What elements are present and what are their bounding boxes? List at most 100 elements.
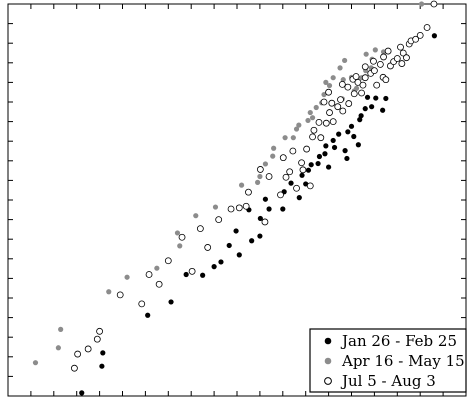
scatter-point-series-2-67 <box>279 154 287 162</box>
scatter-point-series-2-56 <box>416 31 424 39</box>
scatter-point-series-2-29 <box>339 107 347 115</box>
scatter-point-series-0-26 <box>315 160 321 167</box>
scatter-point-series-2-58 <box>430 0 438 8</box>
scatter-point-series-2-41 <box>376 60 384 68</box>
scatter-point-series-0-30 <box>323 143 329 149</box>
scatter-point-series-1-28 <box>330 75 336 81</box>
legend-box <box>309 328 467 393</box>
legend-label-jan26-feb25: Jan 26 - Feb 25 <box>340 332 457 350</box>
scatter-point-series-2-39 <box>373 81 381 89</box>
scatter-point-series-2-70 <box>245 188 252 196</box>
scatter-point-series-2-62 <box>338 80 346 88</box>
scatter-point-series-2-31 <box>345 100 353 107</box>
scatter-point-series-1-18 <box>293 126 300 132</box>
scatter-point-series-0-39 <box>358 113 364 119</box>
scatter-point-series-1-4 <box>124 274 130 280</box>
scatter-point-series-0-0 <box>79 390 85 396</box>
scatter-point-series-0-46 <box>373 95 379 101</box>
legend-label-jul5-aug3: Jul 5 - Aug 3 <box>340 372 436 390</box>
scatter-point-series-2-69 <box>256 166 264 173</box>
scatter-point-series-2-4 <box>155 280 163 288</box>
scatter-point-series-0-28 <box>322 151 328 157</box>
scatter-point-series-1-11 <box>255 179 261 185</box>
scatter-point-series-2-66 <box>289 147 297 155</box>
scatter-point-series-2-75 <box>116 291 124 299</box>
scatter-point-series-2-64 <box>325 88 333 96</box>
scatter-point-series-2-3 <box>138 300 146 308</box>
legend-marker-jan26-feb25 <box>324 337 332 345</box>
scatter-point-series-0-29 <box>326 164 332 170</box>
scatter-point-series-0-11 <box>233 228 239 234</box>
scatter-point-series-1-2 <box>58 326 64 332</box>
legend: Jan 26 - Feb 25 Apr 16 - May 15 Jul 5 - … <box>309 328 467 393</box>
scatter-point-series-1-5 <box>154 265 160 271</box>
scatter-point-series-0-37 <box>348 123 355 129</box>
scatter-point-series-2-9 <box>235 204 243 212</box>
scatter-point-series-1-13 <box>262 161 268 167</box>
scatter-point-series-2-15 <box>293 184 300 192</box>
scatter-point-series-1-7 <box>174 230 181 236</box>
scatter-point-series-2-13 <box>282 173 290 181</box>
scatter-point-series-1-6 <box>177 243 183 249</box>
scatter-point-series-2-52 <box>380 53 387 61</box>
scatter-point-series-0-24 <box>305 167 312 173</box>
scatter-point-series-0-34 <box>342 148 348 154</box>
scatter-point-series-2-43 <box>382 76 390 84</box>
scatter-point-series-0-8 <box>218 259 224 265</box>
scatter-point-series-1-34 <box>353 85 360 91</box>
scatter-point-series-1-43 <box>418 1 425 7</box>
scatter-point-series-0-21 <box>288 180 294 186</box>
scatter-point-series-2-36 <box>359 81 367 89</box>
scatter-point-series-1-14 <box>270 153 276 159</box>
scatter-point-series-2-77 <box>84 345 92 353</box>
scatter-point-series-0-41 <box>369 104 375 110</box>
scatter-point-series-2-18 <box>306 182 314 190</box>
scatter-point-series-2-49 <box>403 54 410 62</box>
scatter-point-series-2-37 <box>361 74 369 82</box>
scatter-point-series-2-14 <box>286 168 294 176</box>
scatter-point-series-2-10 <box>242 202 250 210</box>
scatter-point-series-0-10 <box>226 242 232 249</box>
scatter-point-series-1-1 <box>55 345 61 351</box>
scatter-point-series-2-57 <box>423 24 431 31</box>
scatter-point-series-0-27 <box>316 153 323 160</box>
scatter-point-series-1-42 <box>372 47 378 53</box>
scatter-point-series-2-17 <box>298 159 305 167</box>
scatter-point-series-2-16 <box>299 166 307 174</box>
scatter-point-series-2-61 <box>352 73 360 80</box>
scatter-point-series-1-30 <box>337 65 343 71</box>
scatter-point-series-2-8 <box>227 205 235 213</box>
scatter-point-series-0-7 <box>211 264 217 270</box>
scatter-point-series-0-12 <box>249 238 255 244</box>
scatter-point-series-2-24 <box>326 109 333 116</box>
scatter-point-series-1-10 <box>238 182 245 188</box>
scatter-point-series-0-31 <box>331 144 338 151</box>
scatter-point-series-2-59 <box>412 35 420 43</box>
scatter-point-series-2-53 <box>397 43 404 51</box>
scatter-point-series-1-16 <box>282 135 288 141</box>
scatter-point-series-0-36 <box>351 133 357 140</box>
scatter-point-series-2-71 <box>215 216 223 224</box>
scatter-point-series-0-17 <box>262 196 268 202</box>
scatter-point-series-2-35 <box>358 89 365 97</box>
scatter-point-series-2-12 <box>277 191 284 199</box>
scatter-point-series-2-5 <box>188 267 196 275</box>
scatter-point-series-1-21 <box>307 109 313 116</box>
scatter-point-series-0-32 <box>330 137 336 144</box>
scatter-point-series-2-22 <box>315 118 323 126</box>
scatter-point-series-2-2 <box>93 335 101 343</box>
scatter-point-series-2-25 <box>329 118 337 125</box>
scatter-point-series-2-40 <box>370 67 378 75</box>
scatter-point-series-1-0 <box>32 360 39 366</box>
scatter-point-series-0-38 <box>357 117 363 123</box>
scatter-point-series-2-33 <box>350 90 358 98</box>
scatter-point-series-0-48 <box>431 33 437 39</box>
scatter-point-series-2-20 <box>309 133 316 141</box>
legend-marker-apr16-may15 <box>324 357 332 365</box>
scatter-point-series-2-19 <box>303 145 311 153</box>
scatter-point-series-0-23 <box>299 172 305 178</box>
scatter-point-series-1-20 <box>305 117 311 124</box>
scatter-point-series-2-6 <box>204 244 212 251</box>
scatter-point-series-1-8 <box>193 213 199 219</box>
scatter-point-series-1-25 <box>321 91 327 98</box>
